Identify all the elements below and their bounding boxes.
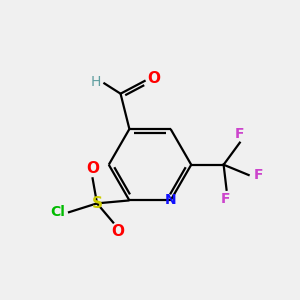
Text: H: H xyxy=(91,75,101,89)
Text: N: N xyxy=(165,194,176,207)
Text: O: O xyxy=(86,161,99,176)
Text: F: F xyxy=(220,192,230,206)
Text: Cl: Cl xyxy=(50,205,65,219)
Text: F: F xyxy=(253,168,263,182)
Text: O: O xyxy=(147,71,160,86)
Text: O: O xyxy=(111,224,124,239)
Text: F: F xyxy=(235,127,244,141)
Text: S: S xyxy=(92,196,103,211)
